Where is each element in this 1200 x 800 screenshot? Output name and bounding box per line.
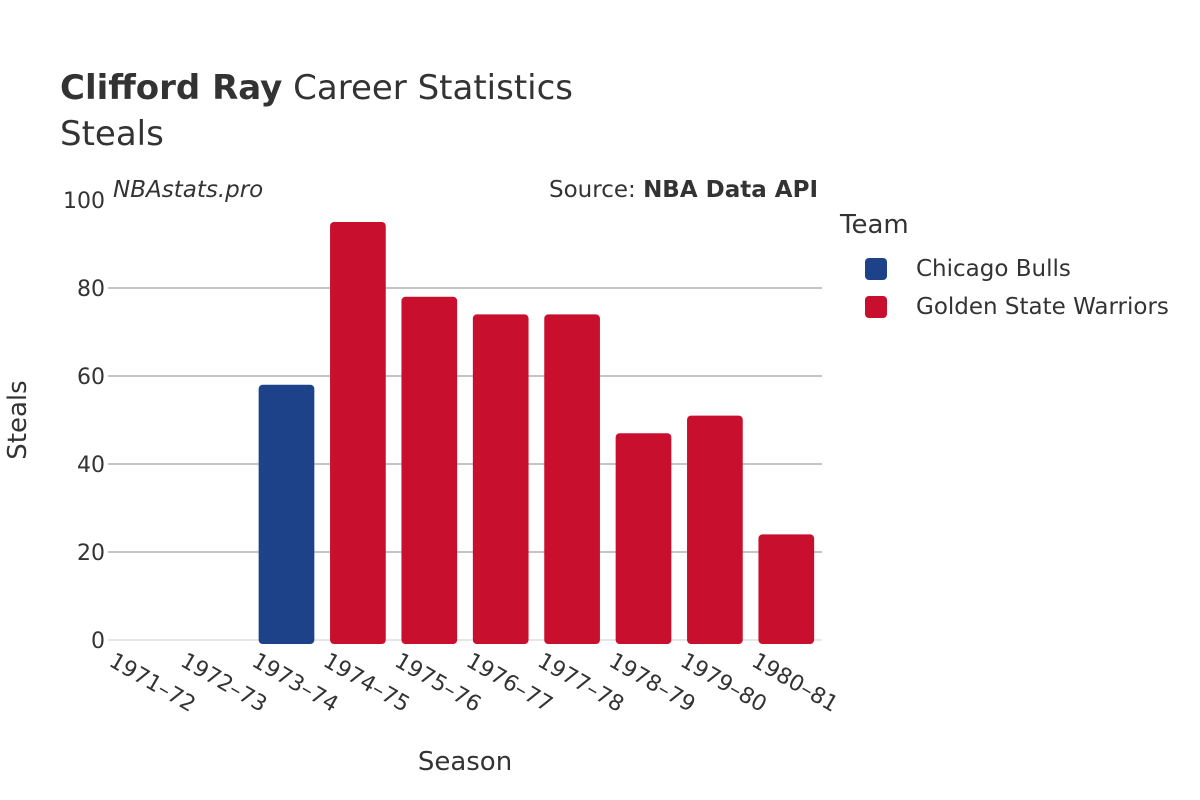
y-tick-label: 80 xyxy=(77,277,105,302)
source-credit: Source: NBA Data API xyxy=(549,177,818,203)
bar xyxy=(544,314,600,644)
y-tick-label: 0 xyxy=(91,629,105,654)
title-suffix: Career Statistics xyxy=(282,68,574,108)
watermark: NBAstats.pro xyxy=(113,177,264,203)
y-axis-title: Steals xyxy=(3,380,33,459)
y-tick-label: 40 xyxy=(77,453,105,478)
bar xyxy=(401,296,458,644)
x-axis-title: Season xyxy=(418,747,512,777)
legend-swatch xyxy=(865,296,887,318)
y-tick-label: 60 xyxy=(77,365,105,390)
bar xyxy=(472,314,529,644)
bar xyxy=(258,384,315,644)
player-name: Clifford Ray xyxy=(60,68,283,108)
legend-item-chicago-bulls[interactable]: Chicago Bulls xyxy=(840,250,1169,288)
bar xyxy=(758,534,815,644)
y-tick-label: 100 xyxy=(63,189,105,214)
legend: Team Chicago Bulls Golden State Warriors xyxy=(840,210,1169,326)
legend-swatch xyxy=(865,258,887,280)
legend-label: Chicago Bulls xyxy=(916,256,1071,282)
chart-subtitle: Steals xyxy=(60,114,164,154)
legend-item-golden-state-warriors[interactable]: Golden State Warriors xyxy=(840,288,1169,326)
y-tick-label: 20 xyxy=(77,541,105,566)
legend-title: Team xyxy=(840,210,909,240)
source-name: NBA Data API xyxy=(643,177,818,203)
bar xyxy=(687,415,743,644)
bar xyxy=(330,222,386,644)
source-prefix: Source: xyxy=(549,177,644,203)
legend-label: Golden State Warriors xyxy=(916,294,1169,320)
bar xyxy=(615,433,672,644)
chart-title: Clifford Ray Career Statistics xyxy=(60,66,573,110)
